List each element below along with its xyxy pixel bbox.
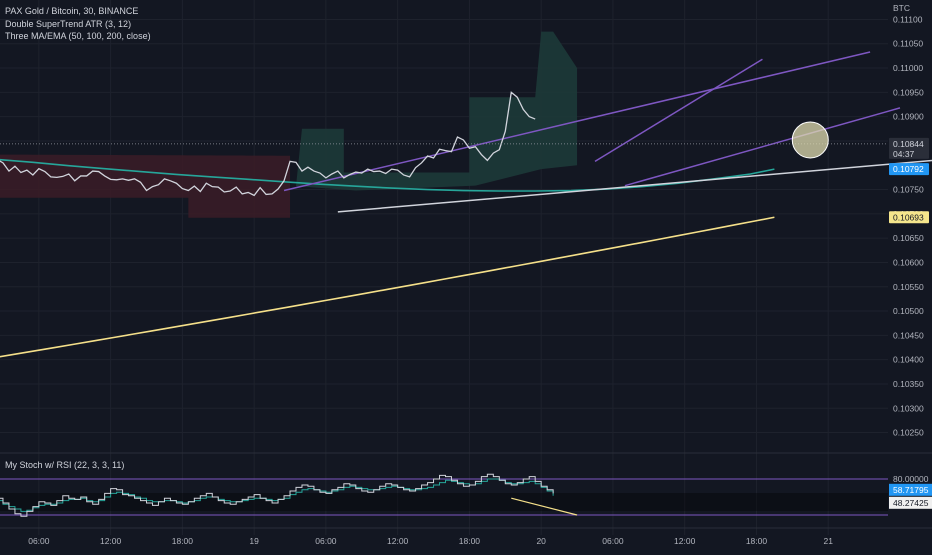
last-price-label-bg — [889, 137, 929, 159]
last-price-label: 0.10844 — [893, 139, 924, 149]
trendline-white[interactable] — [337, 147, 932, 213]
axis-currency-label: BTC — [893, 3, 910, 13]
trendline-purple[interactable] — [624, 107, 901, 187]
y-tick-label: 0.10300 — [893, 403, 924, 413]
y-tick-label: 0.10400 — [893, 355, 924, 365]
x-tick-label: 20 — [536, 536, 546, 546]
y-tick-label: 0.10500 — [893, 306, 924, 316]
osc-d-label: 48.27425 — [893, 498, 929, 508]
x-tick-label: 12:00 — [674, 536, 696, 546]
trend-lines — [283, 51, 932, 213]
x-tick-label: 18:00 — [459, 536, 481, 546]
osc-k-label-bg — [889, 483, 932, 496]
ma-yellow-price-label-bg — [889, 211, 929, 224]
y-tick-label: 0.11100 — [893, 14, 923, 24]
marker — [791, 121, 829, 159]
y-tick-label: 0.10350 — [893, 379, 924, 389]
x-tick-label: 12:00 — [387, 536, 409, 546]
ma-teal-line — [0, 158, 775, 192]
x-tick-label: 18:00 — [746, 536, 768, 546]
y-tick-label: 0.10650 — [893, 233, 924, 243]
x-tick-label: 06:00 — [315, 536, 337, 546]
y-tick-label: 0.10950 — [893, 87, 924, 97]
supertrend-band-bearish — [0, 154, 291, 218]
x-tick-label: 19 — [249, 536, 259, 546]
x-tick-label: 18:00 — [172, 536, 194, 546]
trendline-purple[interactable] — [594, 58, 763, 162]
legend-three-ma[interactable]: Three MA/EMA (50, 100, 200, close) — [5, 31, 151, 41]
highlight-circle[interactable] — [791, 121, 829, 159]
y-tick-label: 0.10900 — [893, 112, 924, 122]
ma-yellow-price-label: 0.10693 — [893, 212, 924, 222]
moving-averages — [0, 158, 775, 358]
oscillator-legend[interactable]: My Stoch w/ RSI (22, 3, 3, 11) — [5, 460, 125, 470]
y-tick-label: 0.10750 — [893, 185, 924, 195]
osc-k-line — [0, 473, 554, 517]
osc-mid-shade — [0, 493, 888, 511]
x-tick-label: 06:00 — [28, 536, 50, 546]
x-tick-label: 06:00 — [602, 536, 624, 546]
time-axis: 06:00 12:00 18:00 19 06:00 12:00 18:00 20 06:00 1… — [0, 527, 932, 546]
y-tick-label: 0.10600 — [893, 257, 924, 267]
osc-k-label: 58.71795 — [893, 485, 929, 495]
x-tick-label: 21 — [823, 536, 833, 546]
oscillator-pane — [0, 473, 888, 517]
y-tick-label: 0.11050 — [893, 39, 923, 49]
y-tick-label: 0.10450 — [893, 330, 924, 340]
price-series — [0, 91, 888, 197]
chart-legend: PAX Gold / Bitcoin, 30, BINANCE Double S… — [5, 5, 151, 43]
x-tick-label: 12:00 — [100, 536, 122, 546]
ma-yellow-line — [0, 216, 775, 358]
supertrend-bands — [0, 31, 578, 218]
y-tick-label: 0.10250 — [893, 428, 924, 438]
osc-level-label: 80.00000 — [893, 474, 929, 484]
y-tick-label: 0.10550 — [893, 282, 924, 292]
supertrend-band-bullish — [296, 31, 578, 191]
osc-signal-line — [511, 497, 578, 516]
y-tick-label: 0.11000 — [893, 63, 923, 73]
ma-teal-price-label: 0.10792 — [893, 164, 924, 174]
main-grid — [0, 0, 932, 535]
price-line — [0, 91, 536, 197]
trendline-purple[interactable] — [283, 51, 871, 192]
osc-d-label-bg — [889, 496, 932, 509]
legend-symbol[interactable]: PAX Gold / Bitcoin, 30, BINANCE — [5, 6, 139, 16]
last-price-label-countdown: 04:37 — [893, 149, 915, 159]
legend-supertrend[interactable]: Double SuperTrend ATR (3, 12) — [5, 18, 132, 29]
ma-teal-price-label-bg — [889, 163, 929, 176]
